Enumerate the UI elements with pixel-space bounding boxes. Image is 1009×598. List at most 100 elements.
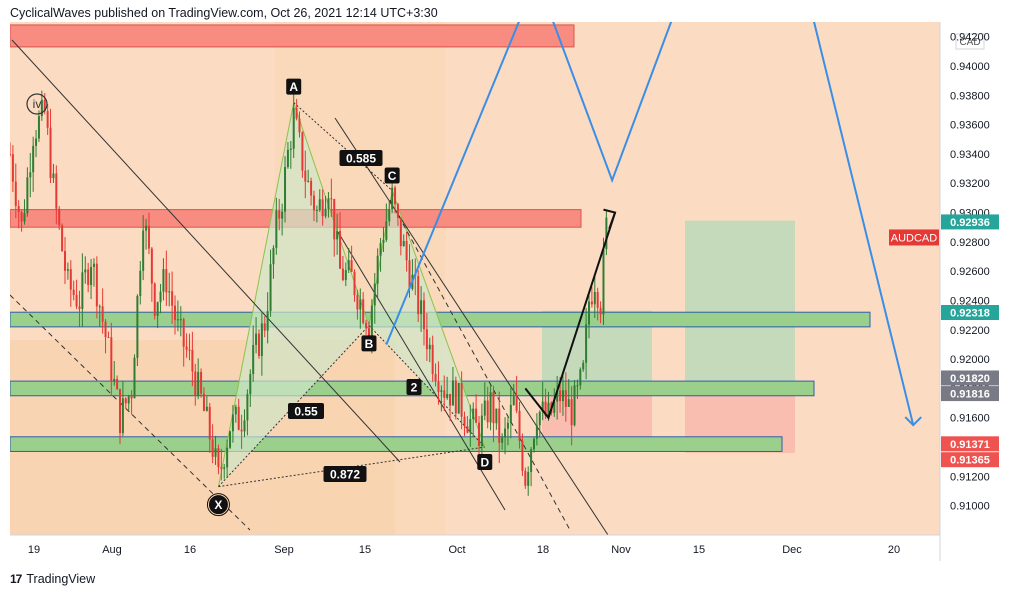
candle xyxy=(339,212,342,269)
candle-body xyxy=(454,380,457,414)
candle xyxy=(162,258,165,301)
candle xyxy=(394,185,397,214)
time-tick-label: 20 xyxy=(888,544,900,556)
candle xyxy=(382,227,385,252)
candle xyxy=(10,142,11,157)
price-tick-label: 0.93200 xyxy=(950,178,990,190)
candle xyxy=(281,203,284,236)
candle xyxy=(133,354,136,399)
candle-body xyxy=(101,306,104,322)
candle xyxy=(246,389,249,436)
candle-body xyxy=(275,210,278,248)
candle xyxy=(506,416,509,446)
candle xyxy=(220,448,223,481)
candle xyxy=(171,271,174,324)
candle xyxy=(81,253,84,327)
candle xyxy=(139,261,142,305)
candle-body xyxy=(191,349,194,372)
point-label-a: A xyxy=(286,78,302,95)
candle-body xyxy=(113,378,116,381)
candle-body xyxy=(599,307,602,315)
candle-body xyxy=(379,243,382,256)
candle-body xyxy=(69,269,72,290)
point-label-x-ring xyxy=(206,493,230,517)
candle xyxy=(95,256,98,319)
point-label-c-text: C xyxy=(388,169,397,183)
candle-body xyxy=(593,291,596,305)
price-tick-label: 0.91600 xyxy=(950,413,990,425)
candle-body xyxy=(90,266,93,285)
candle-body xyxy=(119,389,122,434)
price-label: 0.91371 xyxy=(941,436,999,452)
candle xyxy=(58,205,61,230)
candle-body xyxy=(420,300,423,315)
candle-body xyxy=(605,217,608,250)
candle-body xyxy=(214,448,217,457)
xab-triangle xyxy=(218,102,369,487)
price-label-text: 0.92936 xyxy=(950,217,990,229)
symbol-label: AUDCAD xyxy=(889,229,939,246)
candle-body xyxy=(561,390,564,402)
candle-body xyxy=(504,428,507,438)
time-tick-label: 15 xyxy=(359,544,371,556)
candle-body xyxy=(295,107,298,119)
candle xyxy=(480,403,483,462)
time-tick-label: 15 xyxy=(693,544,705,556)
candle xyxy=(457,382,460,414)
candle xyxy=(405,231,408,272)
candle xyxy=(130,390,133,415)
candle xyxy=(234,404,237,423)
price-tick-label: 0.93600 xyxy=(950,120,990,132)
candle-body xyxy=(168,291,171,293)
candle-body xyxy=(147,225,150,249)
candle-body xyxy=(150,248,153,284)
price-tick-label: 0.93400 xyxy=(950,149,990,161)
candle xyxy=(532,437,535,453)
candle-body xyxy=(87,269,90,285)
candle-body xyxy=(61,225,64,252)
candle-body xyxy=(356,295,359,310)
candle xyxy=(179,306,182,337)
candle xyxy=(289,140,292,169)
candle-body xyxy=(434,374,437,382)
candle xyxy=(477,415,480,457)
candle xyxy=(121,380,124,437)
candle xyxy=(298,111,301,138)
candle-body xyxy=(327,198,330,209)
projection-path xyxy=(385,22,922,427)
candle xyxy=(420,286,423,332)
candle-body xyxy=(336,231,339,240)
price-tick-label: 0.92600 xyxy=(950,266,990,278)
candle-body xyxy=(301,132,304,171)
candle-body xyxy=(136,295,139,358)
price-label-text: 0.91371 xyxy=(950,439,990,451)
resistance-zone xyxy=(10,24,575,48)
candle-body xyxy=(66,269,69,271)
candle-body xyxy=(388,209,391,222)
candle-body xyxy=(208,406,211,440)
projection-arrow-head xyxy=(904,416,922,427)
point-label-a-bg xyxy=(286,78,302,95)
candle xyxy=(223,464,226,479)
candle-body xyxy=(344,270,347,280)
candle xyxy=(110,322,113,396)
candle xyxy=(307,169,310,183)
candle-body xyxy=(240,429,243,432)
candle-body xyxy=(506,422,509,429)
candle xyxy=(159,283,162,314)
candle xyxy=(182,317,185,367)
price-label: 0.92936 xyxy=(941,214,999,230)
wave-label-2-bg xyxy=(406,379,422,395)
candle xyxy=(489,385,492,431)
candle xyxy=(136,294,139,367)
candle-body xyxy=(116,378,119,390)
candle xyxy=(498,391,501,464)
candle xyxy=(107,331,110,339)
candle-body xyxy=(174,305,177,321)
candle xyxy=(527,466,530,496)
candle-body xyxy=(532,438,535,450)
candle-body xyxy=(121,398,124,434)
candle-body xyxy=(318,199,321,210)
candle-body xyxy=(492,392,495,424)
